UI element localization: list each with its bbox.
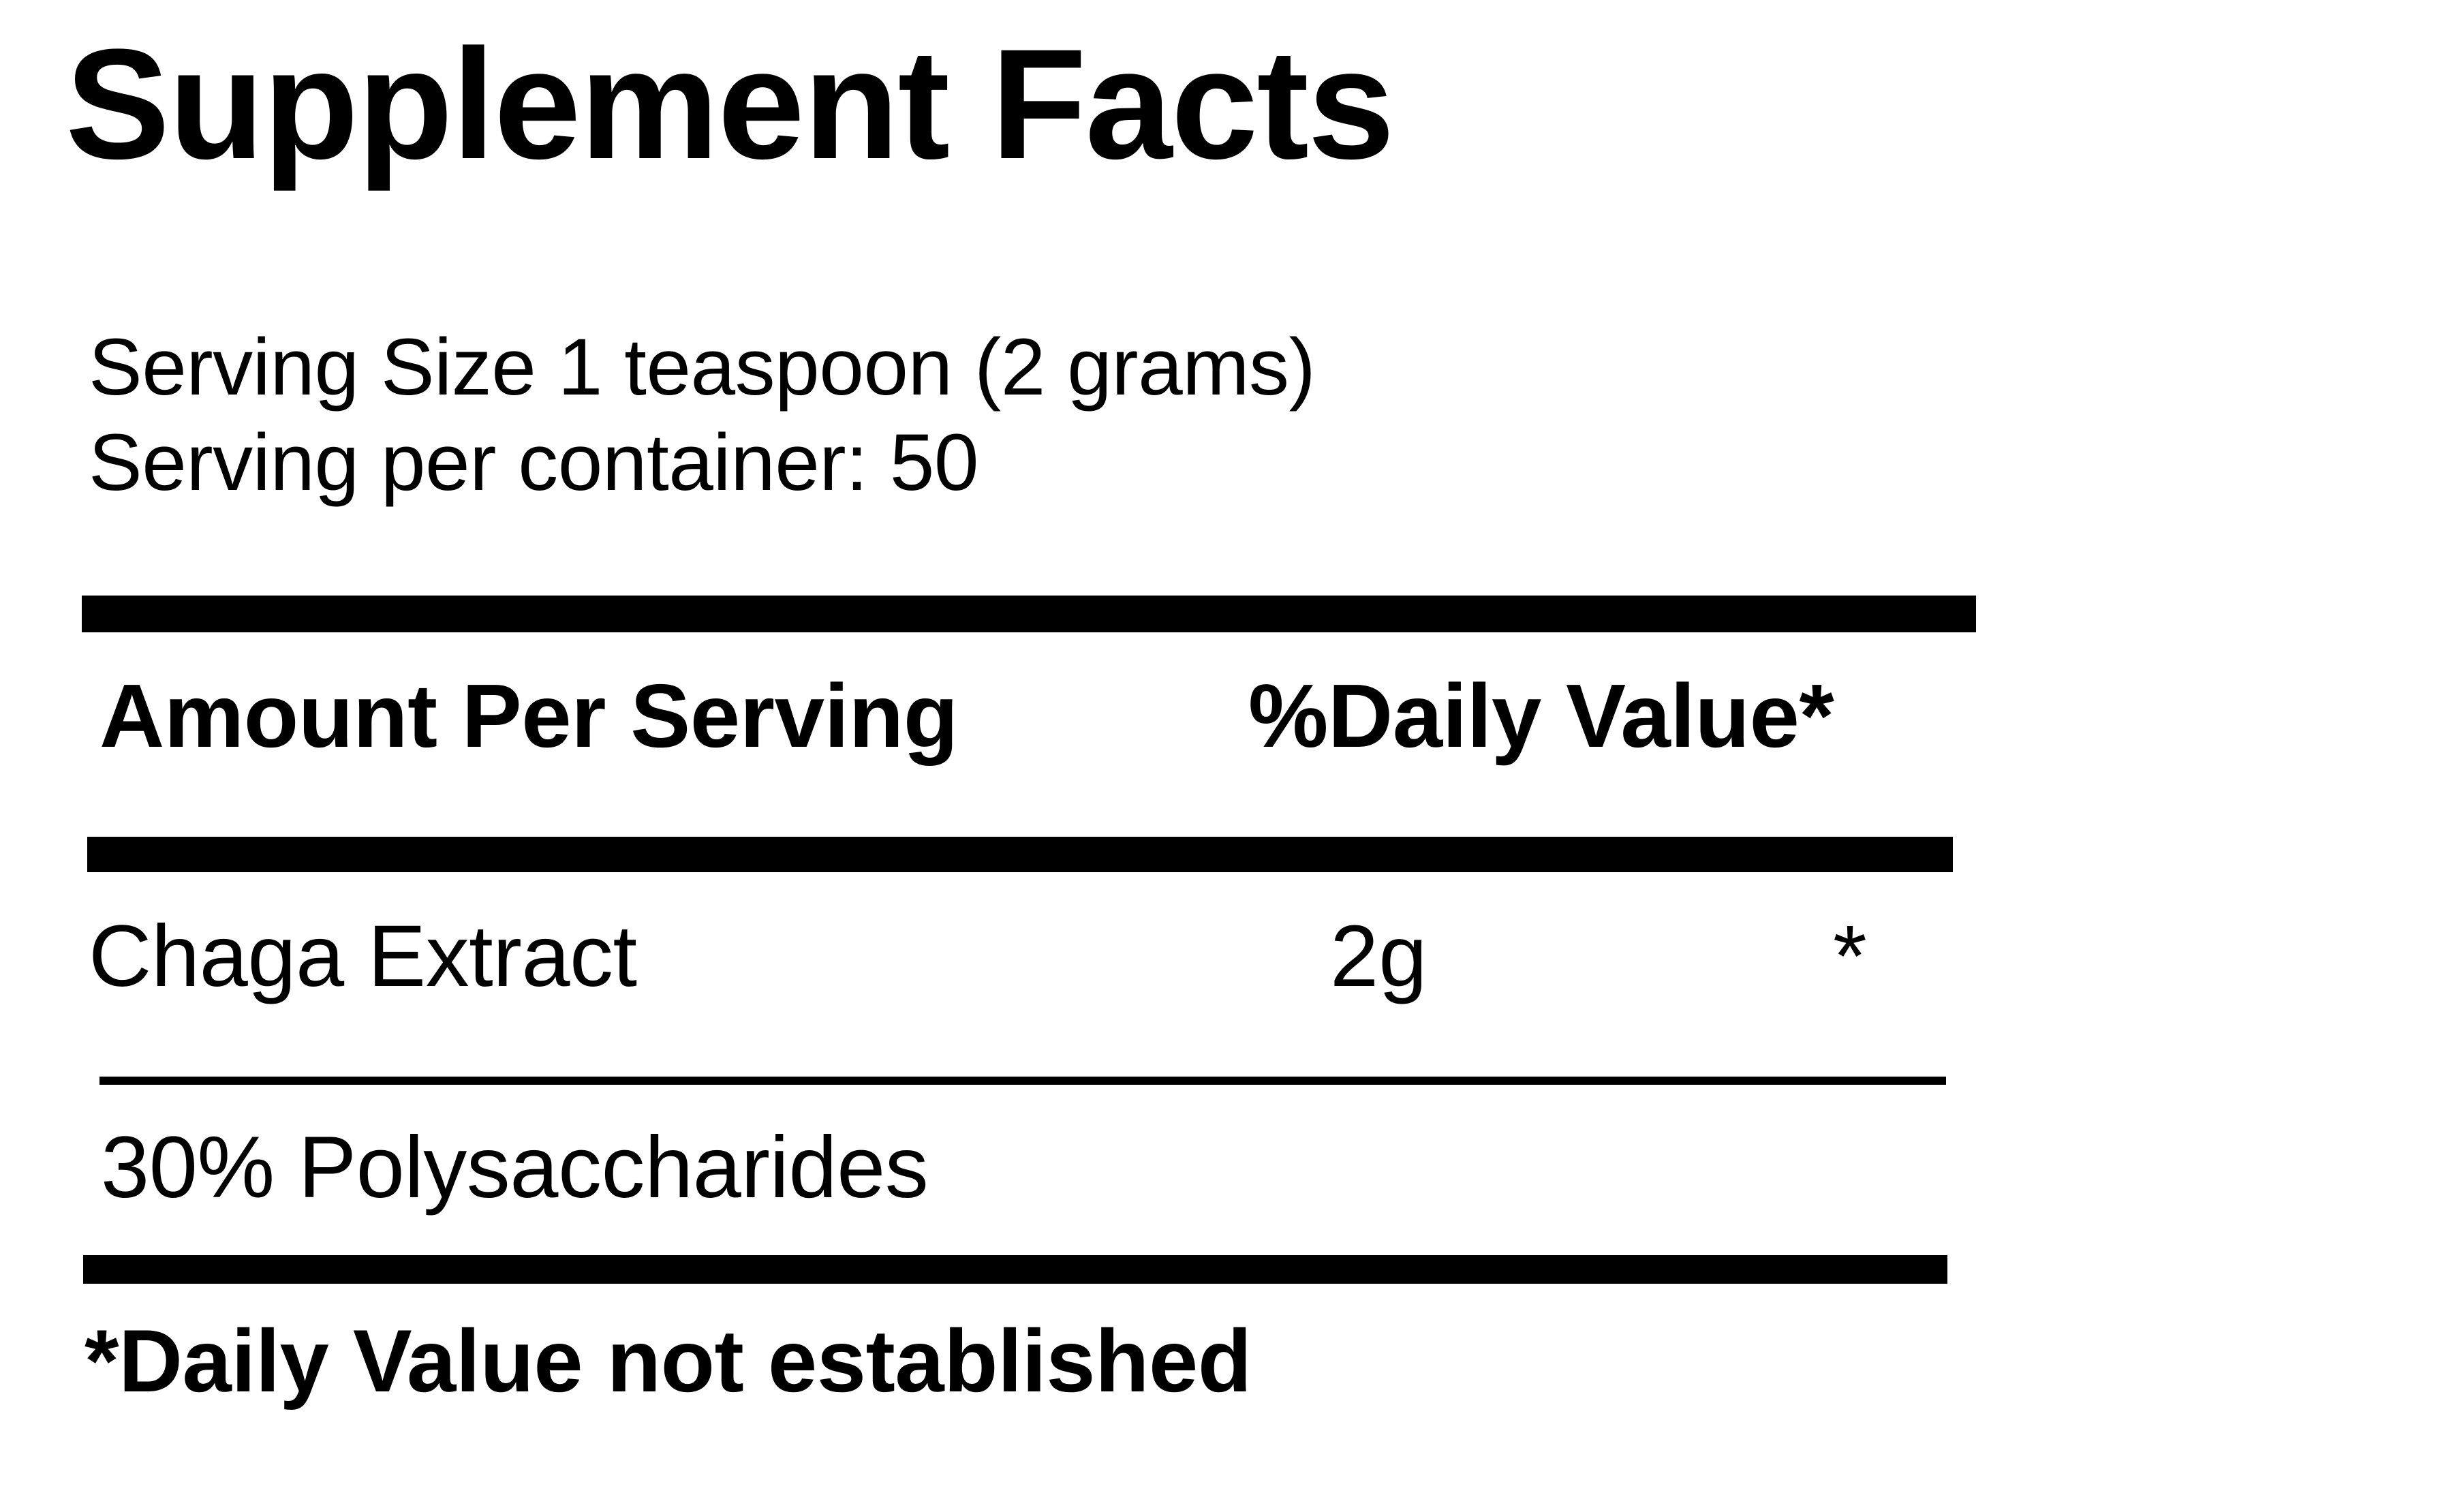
ingredient-name: Chaga Extract [89,908,637,1005]
divider-thin [99,1077,1946,1085]
ingredient-amount: 2g [1330,908,1428,1005]
serving-size-line: Serving Size 1 teaspoon (2 grams) [89,322,1316,412]
divider-thick-top [82,596,1976,632]
table-row: 30% Polysaccharides [0,1117,2453,1240]
servings-per-container-line: Serving per container: 50 [89,418,978,508]
ingredient-daily-value: * [1833,908,1867,1005]
amount-per-serving-header: Amount Per Serving [99,666,958,766]
daily-value-footnote: *Daily Value not established [84,1311,1252,1410]
daily-value-header: %Daily Value* [1248,666,1834,766]
divider-thick-header [87,837,1953,872]
page-title: Supplement Facts [65,16,1395,191]
serving-info-block: Serving Size 1 teaspoon (2 grams) Servin… [89,322,1316,508]
divider-thick-bottom [83,1255,1947,1284]
table-row: Chaga Extract 2g * [0,906,2453,1029]
column-header-row: Amount Per Serving %Daily Value* [0,664,2453,766]
sub-ingredient-name: 30% Polysaccharides [101,1119,929,1216]
